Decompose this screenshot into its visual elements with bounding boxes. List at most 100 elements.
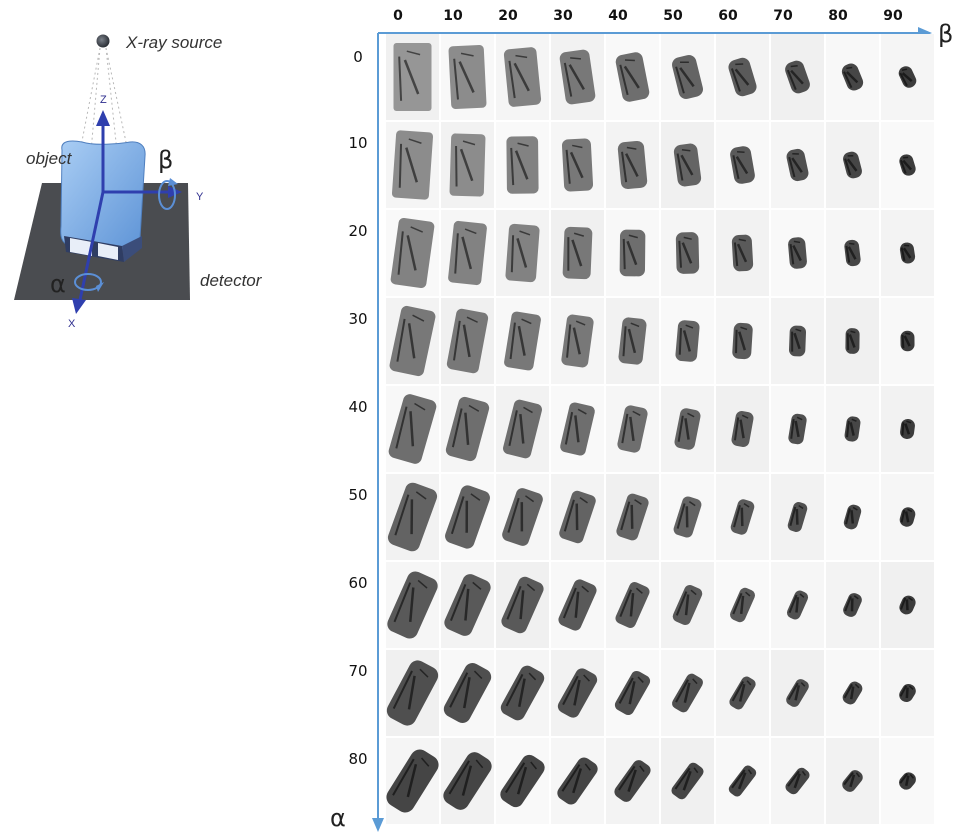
- projection-thumbnail: [826, 562, 879, 648]
- projection-thumbnail: [606, 474, 659, 560]
- alpha-tick: 0: [353, 48, 363, 66]
- projection-thumbnail: [716, 738, 769, 824]
- projection-thumbnail: [496, 298, 549, 384]
- projection-thumbnail: [551, 474, 604, 560]
- projection-thumbnail: [551, 34, 604, 120]
- projection-thumbnail: [496, 34, 549, 120]
- projection-thumbnail: [441, 298, 494, 384]
- projection-thumbnail: [661, 650, 714, 736]
- projection-object: [448, 220, 488, 285]
- xray-source-icon: [97, 35, 110, 48]
- projection-thumbnail: [661, 738, 714, 824]
- projection-thumbnail: [441, 210, 494, 296]
- projection-object: [618, 317, 647, 365]
- projection-thumbnail: [716, 562, 769, 648]
- projection-thumbnail: [606, 738, 659, 824]
- alpha-axis-label: α: [330, 804, 346, 832]
- projection-thumbnail: [826, 34, 879, 120]
- projection-thumbnail: [881, 298, 934, 384]
- geometry-diagram: X-ray source detector object: [14, 33, 263, 330]
- projection-thumbnail: [606, 562, 659, 648]
- projection-thumbnail: [496, 386, 549, 472]
- projection-thumbnail: [771, 474, 824, 560]
- projection-thumbnail: [386, 474, 439, 560]
- beta-tick: 30: [553, 8, 573, 24]
- projection-object: [394, 43, 432, 111]
- projection-thumbnail: [716, 650, 769, 736]
- projection-thumbnail: [771, 34, 824, 120]
- projection-thumbnail: [881, 474, 934, 560]
- projection-object: [449, 133, 485, 196]
- beta-tick: 70: [773, 8, 793, 24]
- projection-thumbnail: [441, 474, 494, 560]
- projection-object: [505, 224, 540, 283]
- projection-thumbnail: [771, 298, 824, 384]
- projection-thumbnail: [386, 122, 439, 208]
- projection-thumbnail: [716, 122, 769, 208]
- projection-thumbnail: [771, 386, 824, 472]
- projection-thumbnail: [716, 474, 769, 560]
- projection-object: [732, 234, 754, 271]
- projection-thumbnail: [826, 738, 879, 824]
- projection-object: [732, 323, 753, 360]
- projection-object: [675, 320, 700, 363]
- projection-thumbnail: [826, 386, 879, 472]
- projection-thumbnail: [440, 738, 495, 824]
- projection-object: [617, 140, 648, 189]
- projection-thumbnail: [386, 34, 439, 120]
- projection-object: [788, 237, 808, 270]
- projection-thumbnail: [771, 210, 824, 296]
- beta-tick: 20: [498, 8, 518, 24]
- beta-rotation-label: β: [158, 146, 173, 174]
- projection-object: [789, 325, 807, 356]
- projection-thumbnail: [881, 34, 934, 120]
- projection-object: [562, 138, 594, 192]
- projection-thumbnail: [661, 34, 714, 120]
- projection-thumbnail: [384, 650, 442, 736]
- projection-thumbnail: [771, 650, 824, 736]
- alpha-tick: 20: [348, 222, 367, 240]
- axis-x-label: X: [68, 318, 76, 330]
- projection-thumbnail: [881, 562, 934, 648]
- beta-tick: 10: [443, 8, 463, 24]
- projection-thumbnail: [881, 210, 934, 296]
- projection-thumbnail: [826, 650, 879, 736]
- projection-thumbnail: [661, 298, 714, 384]
- projection-thumbnail: [496, 650, 549, 736]
- projection-thumbnail: [606, 386, 659, 472]
- alpha-tick: 40: [348, 398, 367, 416]
- projection-thumbnail: [385, 562, 441, 648]
- beta-tick: 80: [828, 8, 848, 24]
- projection-thumbnail: [496, 562, 549, 648]
- projection-object: [506, 136, 538, 194]
- projection-thumbnail: [496, 210, 549, 296]
- projection-object: [900, 331, 914, 352]
- projection-thumbnails: [383, 34, 934, 824]
- projection-thumbnail: [661, 562, 714, 648]
- projection-object: [620, 230, 646, 277]
- beta-tick: 60: [718, 8, 738, 24]
- detector-label: detector: [200, 271, 263, 290]
- projection-thumbnail: [606, 34, 659, 120]
- projection-thumbnail: [441, 34, 494, 120]
- projection-thumbnail: [551, 210, 604, 296]
- alpha-tick: 10: [348, 134, 367, 152]
- projection-thumbnail: [771, 562, 824, 648]
- projection-thumbnail: [716, 210, 769, 296]
- projection-object: [845, 328, 859, 354]
- axis-z-label: Z: [100, 94, 107, 106]
- projection-thumbnail: [386, 210, 439, 296]
- projection-thumbnail: [386, 386, 439, 472]
- projection-thumbnail: [551, 122, 604, 208]
- beta-tick: 50: [663, 8, 683, 24]
- projection-thumbnail: [661, 122, 714, 208]
- projection-thumbnail: [826, 474, 879, 560]
- projection-thumbnail: [441, 562, 494, 648]
- projection-thumbnail: [551, 562, 604, 648]
- beta-tick: 0: [393, 8, 403, 24]
- projection-object: [562, 227, 592, 280]
- projection-thumbnail: [386, 298, 439, 384]
- projection-thumbnail: [551, 386, 604, 472]
- projection-thumbnail: [606, 298, 659, 384]
